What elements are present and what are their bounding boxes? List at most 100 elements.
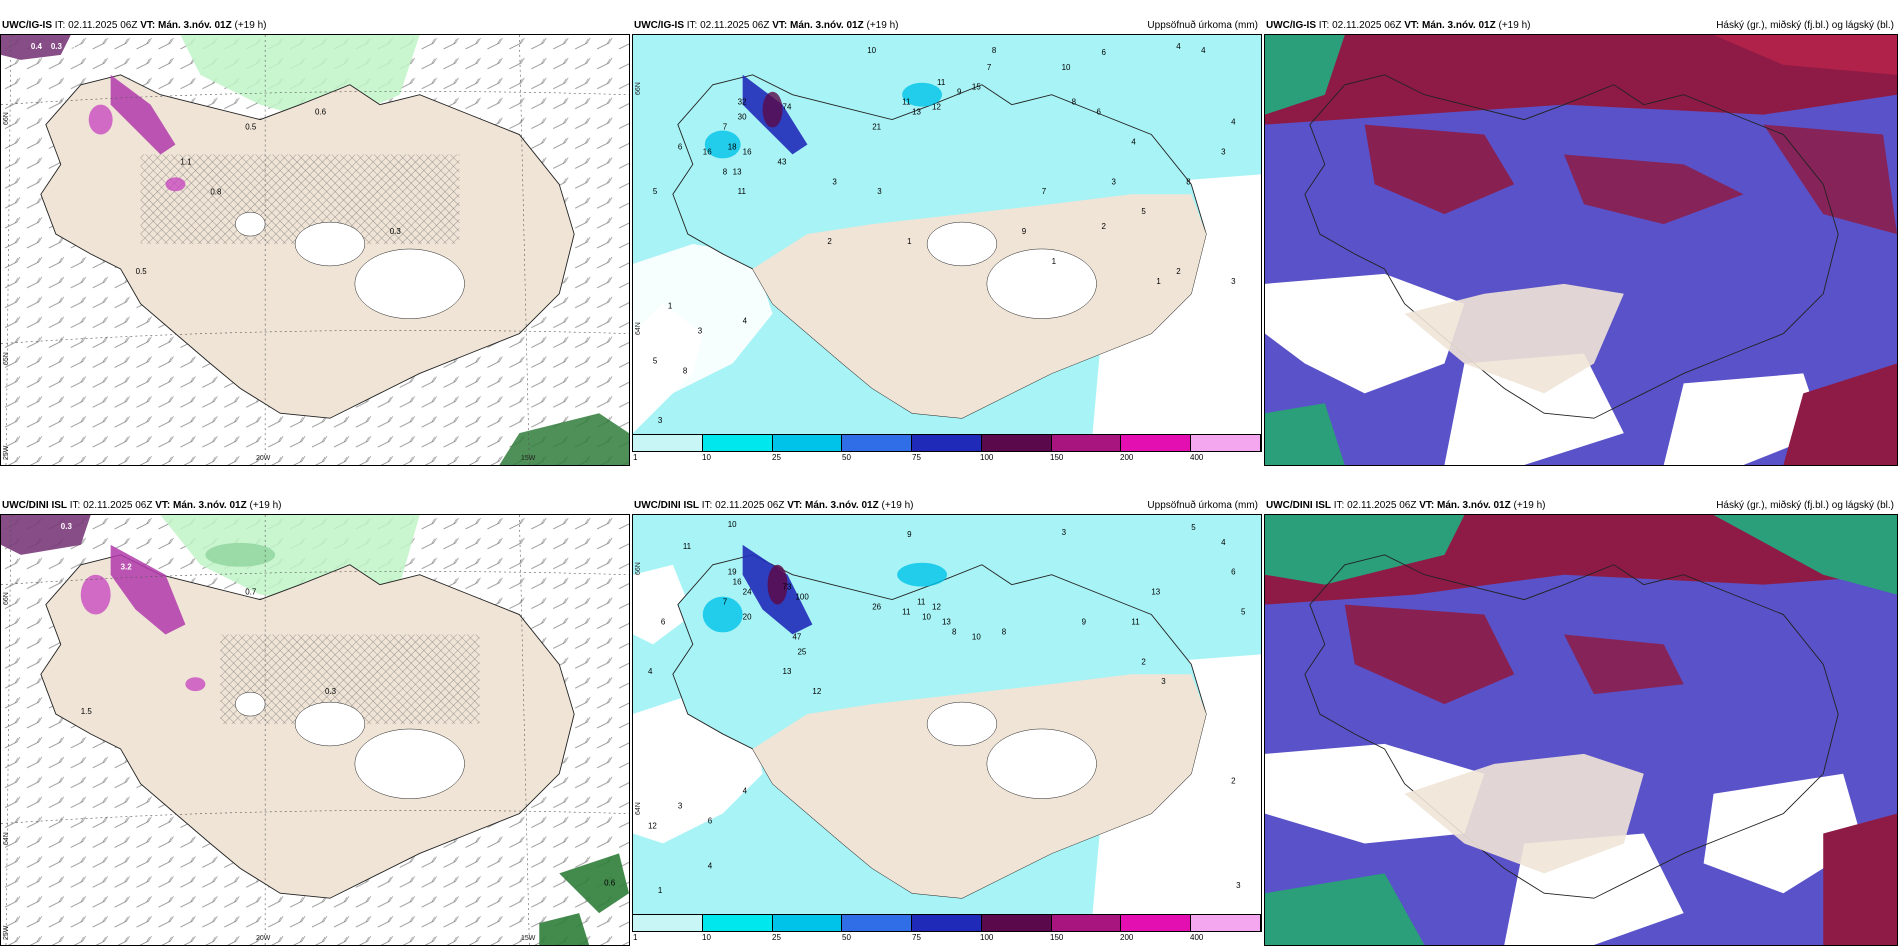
svg-text:74: 74 <box>783 103 792 112</box>
panel-bottom-left: UWC/DINI ISL IT: 02.11.2025 06Z VT: Mán.… <box>0 494 630 946</box>
svg-text:8: 8 <box>992 46 997 55</box>
wind-value: 0.3 <box>325 687 337 696</box>
svg-text:4: 4 <box>1131 137 1136 146</box>
svg-text:15: 15 <box>972 83 981 92</box>
svg-text:10: 10 <box>922 612 931 621</box>
svg-text:3: 3 <box>1062 528 1067 537</box>
wind-value: 0.5 <box>245 123 257 132</box>
colorbar-swatch <box>981 435 1052 451</box>
cloud-map <box>1265 35 1897 465</box>
panel-bottom-right: UWC/DINI ISL IT: 02.11.2025 06Z VT: Mán.… <box>1264 494 1898 946</box>
svg-text:9: 9 <box>907 530 912 539</box>
wind-value: 0.8 <box>210 187 222 196</box>
colorbar-swatch <box>633 915 703 931</box>
wind-value: 0.3 <box>61 522 73 531</box>
svg-text:25: 25 <box>797 647 806 656</box>
panel-top-mid: UWC/IG-IS IT: 02.11.2025 06Z VT: Mán. 3.… <box>632 14 1262 466</box>
wind-value: 0.3 <box>51 42 63 51</box>
colorbar-swatch <box>702 915 773 931</box>
wind-map: 0.4 0.3 0.2 0.5 0.3 0.6 0.8 0.5 1.1 <box>1 35 629 465</box>
svg-text:4: 4 <box>743 787 748 796</box>
svg-text:8: 8 <box>1072 98 1077 107</box>
panel-top-left: UWC/IG-IS IT: 02.11.2025 06Z VT: Mán. 3.… <box>0 14 630 466</box>
svg-text:11: 11 <box>937 78 946 87</box>
colorbar-tick: 200 <box>1120 453 1134 462</box>
colorbar-swatch <box>772 915 843 931</box>
colorbar-swatch <box>912 915 982 931</box>
svg-text:100: 100 <box>795 593 809 602</box>
svg-text:10: 10 <box>728 520 737 529</box>
svg-text:7: 7 <box>723 123 728 132</box>
lat-label: 64N <box>635 802 642 815</box>
wind-value: 0.7 <box>245 588 257 597</box>
colorbar-tick: 75 <box>912 453 921 462</box>
wind-value: 0.2 <box>71 44 83 53</box>
svg-text:6: 6 <box>1231 568 1236 577</box>
svg-text:1: 1 <box>1052 257 1057 266</box>
svg-text:11: 11 <box>902 98 911 107</box>
map-frame: 10 9 11 6 4 19 16 24 7 73 100 26 11 11 1… <box>632 514 1262 926</box>
svg-text:3: 3 <box>1231 277 1236 286</box>
svg-text:16: 16 <box>733 578 742 587</box>
svg-text:1: 1 <box>1156 277 1161 286</box>
svg-text:4: 4 <box>743 317 748 326</box>
svg-text:47: 47 <box>792 632 801 641</box>
svg-text:10: 10 <box>867 46 876 55</box>
svg-text:12: 12 <box>812 687 821 696</box>
colorbar-swatch <box>1121 435 1192 451</box>
colorbar-tick: 400 <box>1190 933 1204 942</box>
colorbar-tick: 50 <box>842 933 851 942</box>
lat-label: 66N <box>635 82 642 95</box>
colorbar-tick: 10 <box>702 933 711 942</box>
panel-title: UWC/IG-IS IT: 02.11.2025 06Z VT: Mán. 3.… <box>1266 20 1531 31</box>
svg-text:20: 20 <box>743 612 752 621</box>
panel-top-right: UWC/IG-IS IT: 02.11.2025 06Z VT: Mán. 3.… <box>1264 14 1898 466</box>
svg-text:6: 6 <box>1102 48 1107 57</box>
svg-text:11: 11 <box>1131 617 1140 626</box>
svg-text:7: 7 <box>723 598 728 607</box>
colorbar-tick: 10 <box>702 453 711 462</box>
svg-text:5: 5 <box>653 356 658 365</box>
svg-text:8: 8 <box>723 167 728 176</box>
colorbar-swatch <box>842 435 913 451</box>
colorbar-swatch <box>981 915 1052 931</box>
map-frame <box>1264 34 1898 466</box>
svg-text:4: 4 <box>1201 46 1206 55</box>
svg-text:30: 30 <box>738 113 747 122</box>
svg-text:3: 3 <box>1161 677 1166 686</box>
svg-text:11: 11 <box>738 187 747 196</box>
svg-text:3: 3 <box>698 327 703 336</box>
svg-text:13: 13 <box>1151 588 1160 597</box>
panel-right-title: Uppsöfnuð úrkoma (mm) <box>1147 500 1258 511</box>
svg-text:7: 7 <box>987 63 992 72</box>
cloud-map <box>1265 515 1897 945</box>
colorbar-swatch <box>702 435 773 451</box>
svg-text:4: 4 <box>1176 42 1181 51</box>
colorbar-tick: 50 <box>842 453 851 462</box>
svg-text:5: 5 <box>1241 608 1246 617</box>
colorbar-swatch <box>1051 435 1122 451</box>
svg-text:13: 13 <box>912 108 921 117</box>
panel-bottom-mid: UWC/DINI ISL IT: 02.11.2025 06Z VT: Mán.… <box>632 494 1262 946</box>
precip-map: 10 9 11 6 4 19 16 24 7 73 100 26 11 11 1… <box>633 515 1261 925</box>
colorbar-swatch <box>1121 915 1192 931</box>
lon-label: 20W <box>256 455 271 462</box>
lat-label: 66N <box>3 592 10 605</box>
colorbar-tick: 100 <box>980 933 994 942</box>
svg-text:3: 3 <box>1221 147 1226 156</box>
svg-text:13: 13 <box>783 667 792 676</box>
svg-text:1: 1 <box>907 237 912 246</box>
svg-text:6: 6 <box>1097 108 1102 117</box>
svg-text:73: 73 <box>783 583 792 592</box>
colorbar-swatch <box>1191 915 1261 931</box>
svg-text:16: 16 <box>703 147 712 156</box>
colorbar-swatch <box>772 435 843 451</box>
svg-text:18: 18 <box>728 142 737 151</box>
wind-value: 0.6 <box>315 108 327 117</box>
svg-text:10: 10 <box>972 632 981 641</box>
svg-text:1: 1 <box>668 302 673 311</box>
colorbar-tick: 200 <box>1120 933 1134 942</box>
svg-text:8: 8 <box>1002 627 1007 636</box>
svg-text:26: 26 <box>872 603 881 612</box>
svg-text:6: 6 <box>661 617 666 626</box>
